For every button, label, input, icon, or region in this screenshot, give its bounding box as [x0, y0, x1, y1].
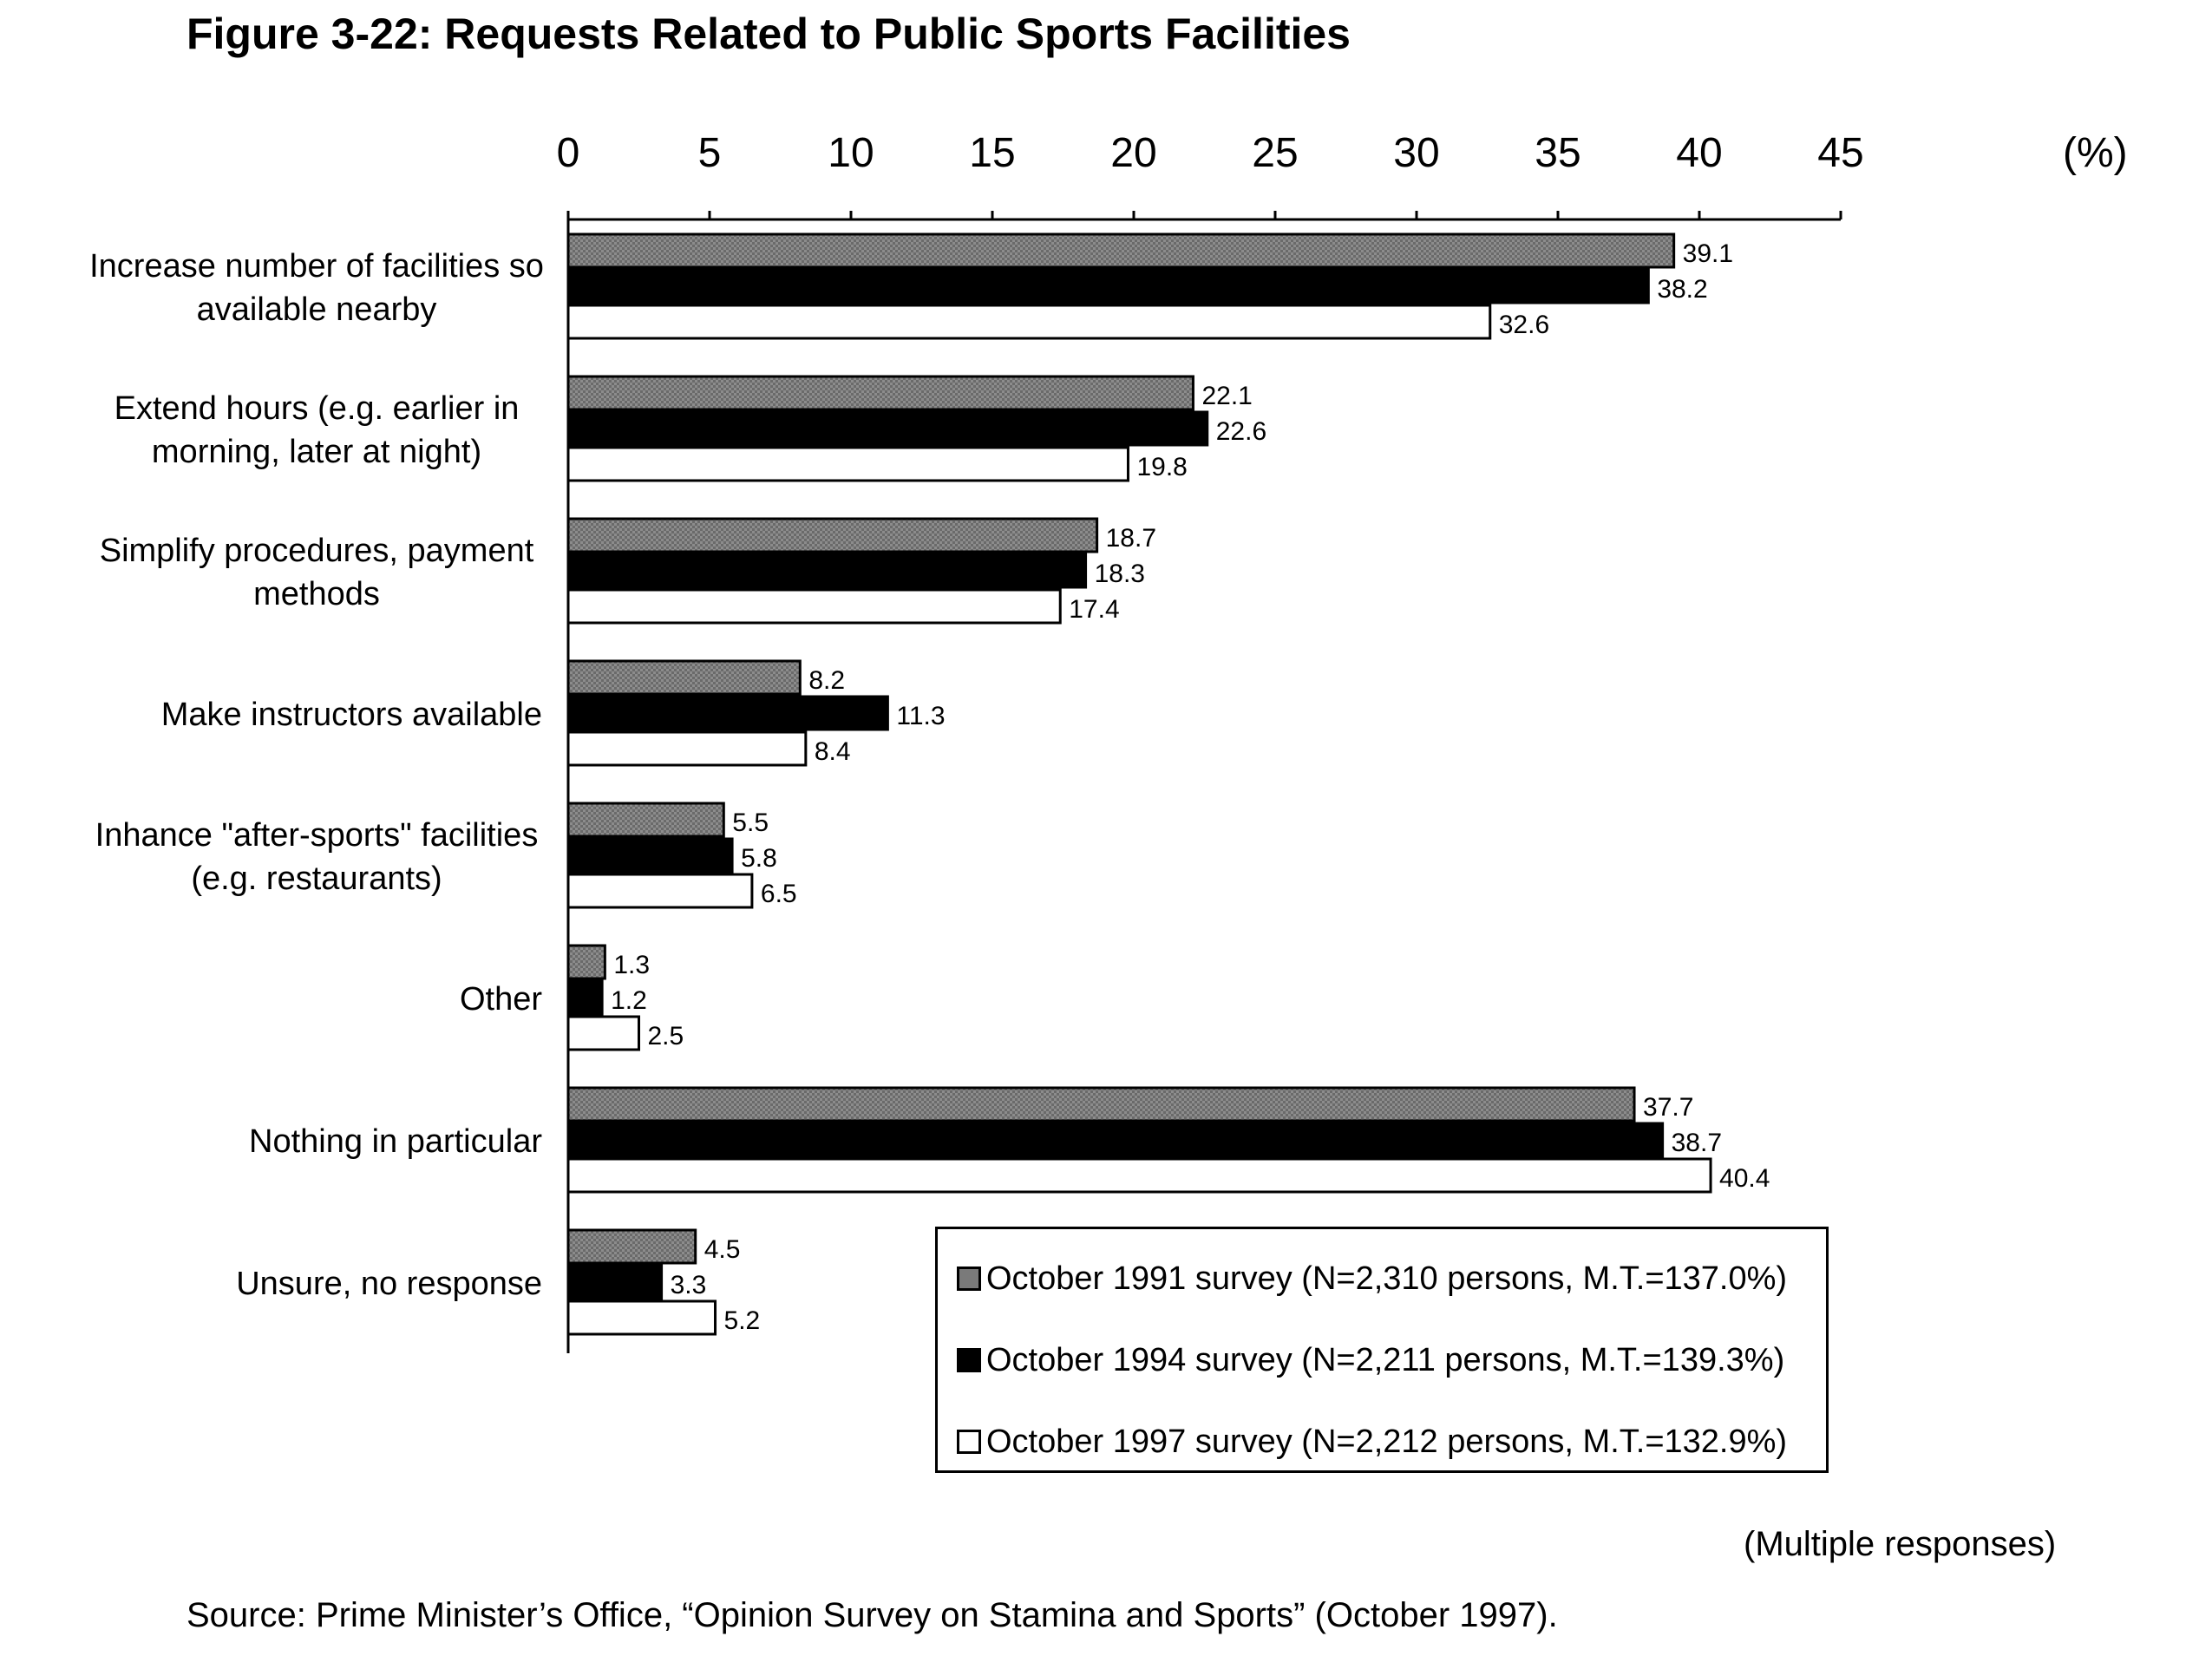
x-tick-label: 20 [1110, 130, 1156, 176]
bar [566, 802, 725, 838]
data-label: 18.3 [1095, 560, 1145, 588]
bar [566, 232, 1676, 269]
category-label: Make instructors available [161, 697, 542, 733]
legend-label-1997: October 1997 survey (N=2,212 persons, M.… [986, 1423, 1788, 1460]
bar [566, 695, 889, 731]
data-label: 1.2 [611, 986, 647, 1015]
data-label: 1.3 [613, 951, 650, 979]
data-label: 39.1 [1683, 239, 1733, 268]
x-tick-label: 25 [1252, 130, 1298, 176]
legend-item-1994: October 1994 survey (N=2,211 persons, M.… [957, 1339, 1784, 1382]
data-label: 3.3 [671, 1271, 707, 1299]
data-label: 19.8 [1136, 453, 1187, 481]
category-label: available nearby [197, 291, 437, 328]
x-tick-label: 0 [557, 130, 580, 176]
data-label: 5.8 [741, 844, 777, 873]
category-label: Simplify procedures, payment [100, 533, 534, 569]
data-label: 22.1 [1201, 382, 1252, 410]
legend-swatch-1994 [957, 1348, 981, 1372]
data-label: 11.3 [896, 702, 945, 730]
x-tick-label: 40 [1676, 130, 1722, 176]
bar [566, 1086, 1636, 1123]
x-tick-label: 10 [828, 130, 874, 176]
legend-label-1991: October 1991 survey (N=2,310 persons, M.… [986, 1260, 1788, 1297]
data-label: 4.5 [704, 1235, 741, 1264]
bar [566, 837, 734, 874]
legend: October 1991 survey (N=2,310 persons, M.… [935, 1227, 1829, 1473]
data-label: 2.5 [648, 1022, 684, 1051]
source-note: Source: Prime Minister’s Office, “Opinio… [187, 1596, 1558, 1634]
category-label: Extend hours (e.g. earlier in [115, 390, 520, 427]
bar [566, 1299, 717, 1336]
bar [566, 1228, 697, 1265]
x-axis: 0 5 10 15 20 25 30 35 40 45 (%) [557, 130, 2128, 1353]
category-label: Nothing in particular [249, 1123, 542, 1160]
data-label: 40.4 [1719, 1164, 1770, 1193]
bar [566, 553, 1088, 589]
bar [566, 304, 1492, 340]
data-label: 22.6 [1216, 417, 1266, 446]
category-label: Other [460, 981, 542, 1018]
data-label: 17.4 [1069, 595, 1119, 624]
data-labels: 39.1 38.2 32.6 22.1 22.6 19.8 18.7 18.3 17.4 8.2 1… [611, 239, 1770, 1335]
bars [566, 232, 1712, 1336]
bar [566, 517, 1099, 553]
bar [566, 873, 754, 909]
bar [566, 944, 606, 980]
bar [566, 1122, 1665, 1158]
x-tick-label: 45 [1817, 130, 1863, 176]
x-tick-label: 5 [698, 130, 722, 176]
bar [566, 446, 1129, 482]
data-label: 8.4 [815, 737, 851, 766]
x-tick-label: 15 [969, 130, 1015, 176]
bar [566, 979, 604, 1016]
x-tick-label: 30 [1393, 130, 1439, 176]
bar [566, 1157, 1712, 1194]
multiple-responses-note: (Multiple responses) [1744, 1525, 2057, 1563]
category-label: Increase number of facilities so [89, 248, 544, 285]
data-label: 37.7 [1643, 1093, 1693, 1122]
category-label: Inhance "after-sports" facilities [95, 817, 539, 854]
bar [566, 1015, 640, 1051]
bar [566, 1264, 664, 1300]
category-label: morning, later at night) [152, 434, 481, 470]
data-label: 5.5 [732, 808, 769, 837]
category-label: methods [253, 576, 380, 612]
category-label: Unsure, no response [236, 1266, 542, 1302]
legend-item-1997: October 1997 survey (N=2,212 persons, M.… [957, 1420, 1787, 1463]
data-label: 8.2 [808, 666, 845, 695]
legend-label-1994: October 1994 survey (N=2,211 persons, M.… [986, 1341, 1785, 1378]
bar [566, 375, 1194, 411]
bar [566, 659, 802, 696]
legend-item-1991: October 1991 survey (N=2,310 persons, M.… [957, 1257, 1787, 1300]
data-label: 32.6 [1499, 311, 1549, 339]
data-label: 38.2 [1657, 275, 1707, 304]
bar [566, 410, 1209, 447]
x-tick-label: 35 [1535, 130, 1580, 176]
category-labels: Increase number of facilities so availabl… [89, 248, 544, 1302]
data-label: 5.2 [724, 1306, 761, 1335]
bar [566, 588, 1062, 625]
x-unit-label: (%) [2063, 130, 2128, 176]
data-label: 18.7 [1106, 524, 1156, 553]
legend-swatch-1997 [957, 1430, 981, 1454]
bar [566, 268, 1650, 304]
chart-title: Figure 3-22: Requests Related to Public … [187, 10, 1351, 58]
category-label: (e.g. restaurants) [191, 861, 442, 897]
legend-swatch-1991 [957, 1267, 981, 1291]
bar [566, 730, 808, 767]
data-label: 38.7 [1672, 1129, 1722, 1157]
data-label: 6.5 [761, 880, 797, 908]
